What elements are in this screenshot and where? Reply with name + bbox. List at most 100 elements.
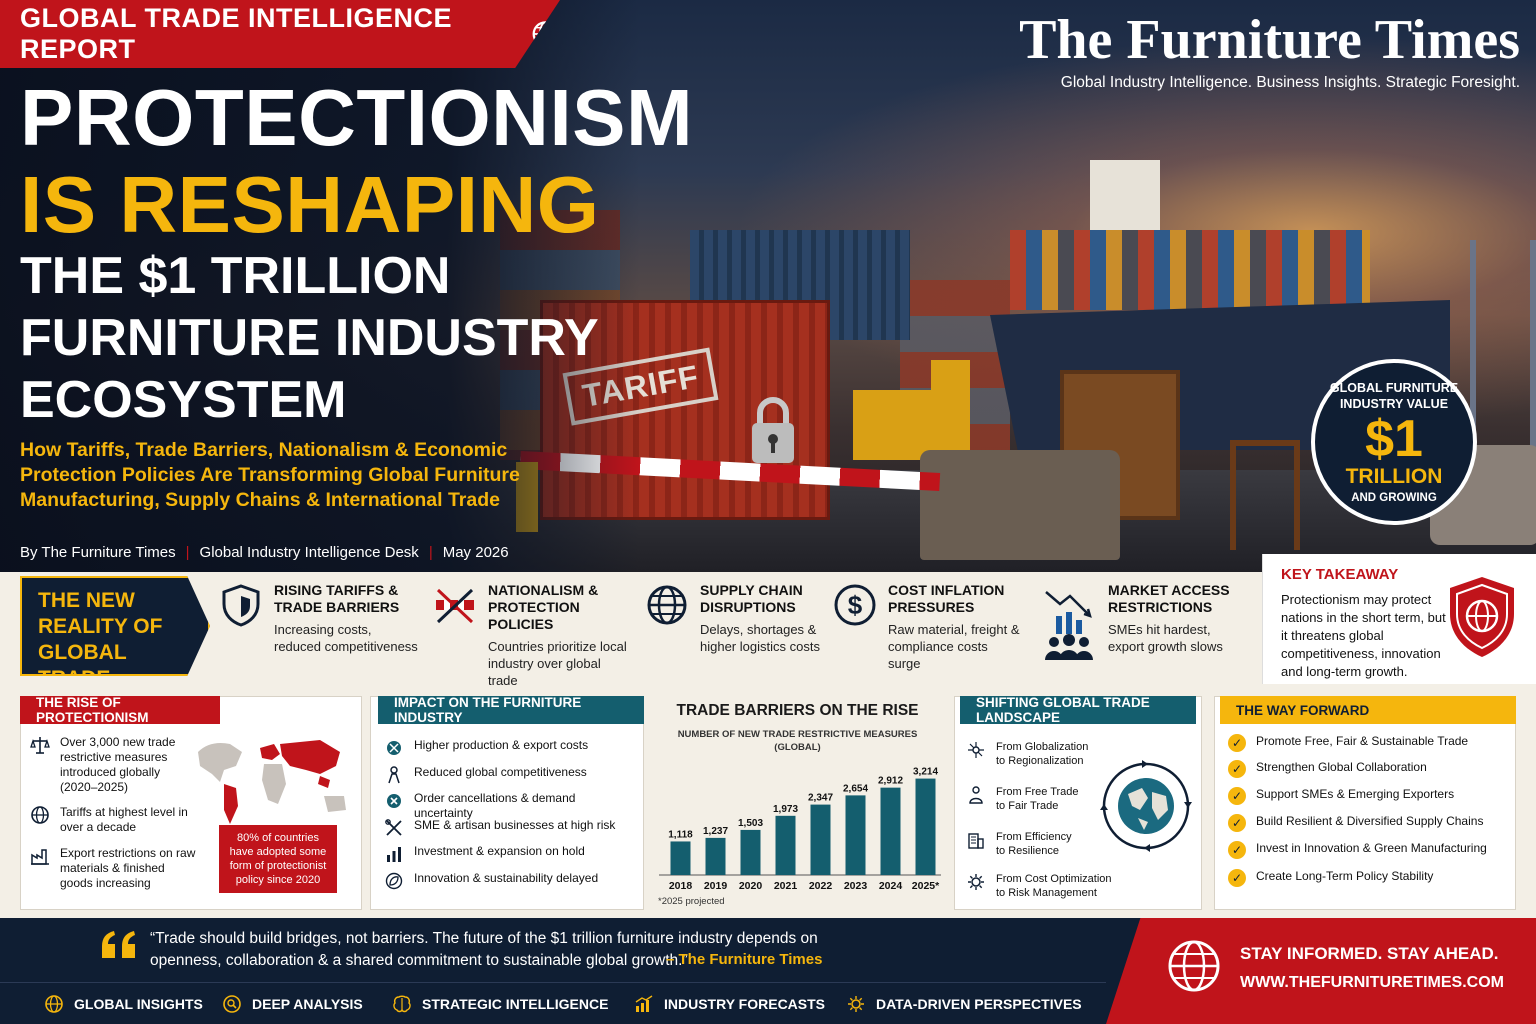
way-forward-item: ✓ Create Long-Term Policy Stability	[1228, 869, 1508, 887]
chart-tick-label: 2023	[844, 880, 868, 892]
way-forward-text: Strengthen Global Collaboration	[1256, 760, 1427, 774]
shifting-panel-tab: SHIFTING GLOBAL TRADE LANDSCAPE	[960, 695, 1196, 725]
cta-line-1: STAY INFORMED. STAY AHEAD.	[1240, 944, 1499, 963]
shift-from: From Cost Optimization	[996, 873, 1112, 885]
check-icon: ✓	[1228, 814, 1246, 832]
brain-icon	[393, 995, 411, 1013]
hero-section: TARIFF	[0, 0, 1536, 572]
magnifier-icon	[223, 995, 241, 1013]
way-forward-item: ✓ Strengthen Global Collaboration	[1228, 760, 1508, 778]
key-takeaway-body: Protectionism may protect nations in the…	[1281, 592, 1446, 679]
chart-bar	[740, 829, 761, 875]
declining-chart-people-icon	[1045, 591, 1093, 660]
reality-item-supply-chain: SUPPLY CHAIN DISRUPTIONS Delays, shortag…	[644, 582, 824, 672]
badge-line-1: GLOBAL FURNITURE	[1329, 381, 1459, 395]
check-icon: ✓	[1228, 787, 1246, 805]
way-forward-item: ✓ Build Resilient & Diversified Supply Ch…	[1228, 814, 1508, 832]
industry-value-badge: GLOBAL FURNITURE INDUSTRY VALUE $1 TRILL…	[1311, 359, 1477, 525]
badge-line-2: INDUSTRY VALUE	[1339, 397, 1449, 411]
cta-website-link[interactable]: WWW.THEFURNITURETIMES.COM	[1240, 974, 1504, 991]
byline-desk: Global Industry Intelligence Desk	[199, 544, 419, 561]
way-forward-text: Promote Free, Fair & Sustainable Trade	[1256, 734, 1469, 748]
globe-icon	[647, 585, 687, 625]
shift-from: From Free Trade	[996, 786, 1079, 798]
chart-tick-label: 2020	[739, 880, 763, 892]
hero-shade	[0, 0, 640, 572]
rise-item: Export restrictions on raw materials & f…	[30, 846, 200, 891]
way-forward-item: ✓ Promote Free, Fair & Sustainable Trade	[1228, 734, 1508, 752]
rise-item: Tariffs at highest level in over a decad…	[30, 805, 200, 835]
barrier-icon	[436, 588, 474, 624]
way-forward-tab: THE WAY FORWARD	[1220, 696, 1516, 724]
reality-item-desc: Delays, shortages & higher logistics cos…	[700, 622, 820, 654]
globe-icon	[45, 995, 63, 1013]
chart-bar	[670, 841, 691, 875]
rise-item-text: Over 3,000 new trade restrictive measure…	[60, 735, 176, 794]
chart-bar	[810, 804, 831, 875]
chart-note: *2025 projected	[658, 896, 725, 907]
byline: By The Furniture Times | Global Industry…	[20, 544, 509, 561]
headline-line-5: ECOSYSTEM	[20, 371, 347, 429]
chart-tick-label: 2021	[774, 880, 798, 892]
bar-chart-icon	[387, 847, 401, 862]
impact-item-text: SME & artisan businesses at high risk	[414, 818, 616, 832]
rotating-globe-icon	[1100, 760, 1192, 852]
new-reality-strip: THE NEW REALITY OF GLOBAL TRADE RISING T…	[0, 572, 1262, 688]
impact-item-text: Innovation & sustainability delayed	[414, 871, 599, 885]
impact-item-text: Investment & expansion on hold	[414, 844, 585, 858]
reality-item-title: RISING TARIFFS & TRADE BARRIERS	[274, 582, 400, 615]
quote-text: “Trade should build bridges, not barrier…	[150, 930, 818, 969]
byline-separator: |	[428, 544, 433, 561]
chart-tick-label: 2019	[704, 880, 728, 892]
way-forward-text: Support SMEs & Emerging Exporters	[1256, 787, 1455, 801]
world-map-icon	[198, 740, 346, 824]
svg-text:$: $	[848, 590, 863, 620]
masthead-title: The Furniture Times	[1019, 9, 1520, 71]
dollar-icon: $	[834, 584, 876, 626]
impact-item: SME & artisan businesses at high risk	[384, 818, 634, 838]
rise-item-text: Tariffs at highest level in over a decad…	[60, 805, 188, 834]
shift-to: to Risk Management	[996, 887, 1097, 899]
chart-title: TRADE BARRIERS ON THE RISE	[676, 702, 919, 719]
chart-data-label: 2,654	[843, 783, 868, 794]
shift-item: From Globalization to Regionalization	[966, 740, 1096, 768]
way-forward-text: Build Resilient & Diversified Supply Cha…	[1256, 814, 1484, 828]
reality-item-desc: Countries prioritize local industry over…	[488, 639, 627, 688]
report-banner-text: GLOBAL TRADE INTELLIGENCE REPORT	[20, 3, 453, 64]
reality-item-desc: SMEs hit hardest, export growth slows	[1108, 622, 1223, 654]
shift-from: From Globalization	[996, 741, 1089, 753]
chart-bar	[880, 787, 901, 875]
footer-item: INDUSTRY FORECASTS	[634, 994, 825, 1014]
chart-tick-label: 2024	[879, 880, 903, 892]
armchair	[920, 450, 1120, 560]
gear-icon	[968, 874, 984, 890]
footer-item: DATA-DRIVEN PERSPECTIVES	[846, 994, 1082, 1014]
reality-item-title: COST INFLATION PRESSURES	[888, 582, 1005, 615]
chart-data-label: 2,912	[878, 776, 903, 787]
footer-item: STRATEGIC INTELLIGENCE	[392, 994, 608, 1014]
reality-item-market-access: MARKET ACCESS RESTRICTIONS SMEs hit hard…	[1040, 582, 1250, 672]
chart-tick-label: 2025*	[912, 880, 940, 892]
headline-line-2: IS RESHAPING	[20, 160, 600, 249]
shield-icon	[222, 584, 260, 627]
building-icon	[968, 833, 984, 849]
check-icon: ✓	[1228, 869, 1246, 887]
impact-item: Innovation & sustainability delayed	[384, 871, 634, 891]
headline-line-1: PROTECTIONISM	[20, 73, 694, 162]
chart-tick-label: 2018	[669, 880, 693, 892]
person-chart-icon	[388, 766, 400, 784]
badge-value: $1	[1365, 410, 1423, 468]
chart-subtitle: NUMBER OF NEW TRADE RESTRICTIVE MEASURES…	[677, 729, 918, 753]
cost-badge-icon	[387, 741, 401, 755]
reality-item-title: MARKET ACCESS RESTRICTIONS	[1108, 582, 1230, 615]
padlock-icon	[752, 397, 794, 463]
impact-item: Investment & expansion on hold	[384, 844, 634, 864]
shift-item: From Free Trade to Fair Trade	[966, 785, 1096, 813]
footer-item: GLOBAL INSIGHTS	[44, 994, 203, 1014]
cancel-icon	[387, 794, 401, 808]
headline-line-3: THE $1 TRILLION	[20, 247, 451, 305]
impact-item-text: Order cancellations & demand uncertainty	[414, 791, 576, 820]
leaf-icon	[385, 872, 403, 890]
chart-bar	[845, 795, 866, 875]
byline-author: By The Furniture Times	[20, 544, 176, 561]
